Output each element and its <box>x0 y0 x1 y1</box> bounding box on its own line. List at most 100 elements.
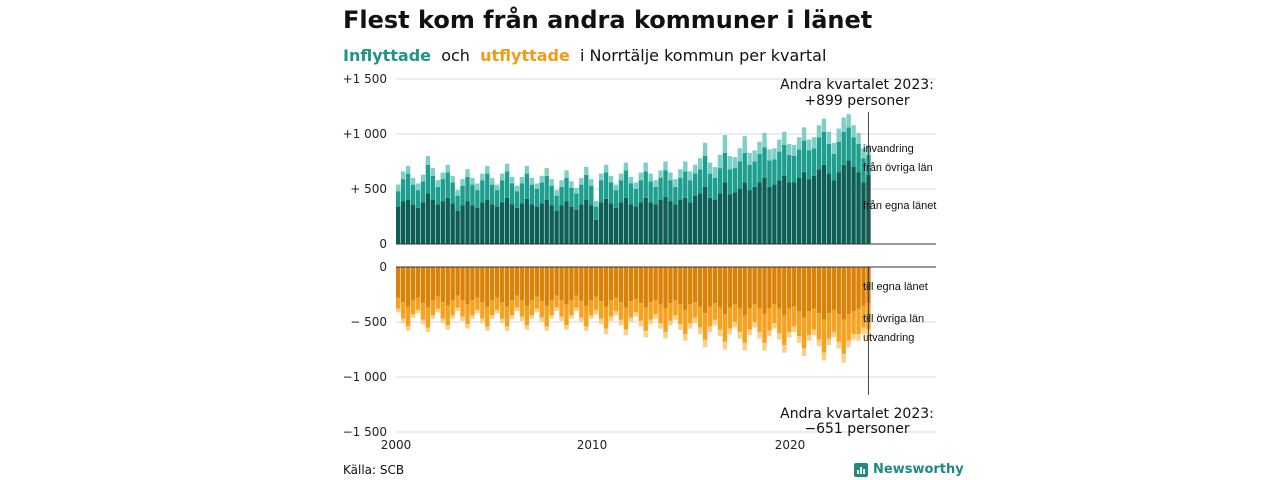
bar-in-invandring <box>608 175 614 183</box>
bar-in-invandring <box>673 179 678 187</box>
bar-out-egna <box>697 267 703 307</box>
bar-out-utvandring <box>579 317 584 322</box>
bar-in-ovriga <box>693 173 698 196</box>
bar-in-invandring <box>653 180 658 187</box>
bar-in-ovriga <box>400 179 406 202</box>
bar-out-egna <box>732 267 737 305</box>
bar-out-utvandring <box>504 326 510 331</box>
bar-out-ovriga <box>792 306 797 327</box>
bar-in-egna <box>574 209 579 244</box>
bar-in-egna <box>747 190 752 244</box>
bar-in-egna <box>400 201 406 244</box>
bar-in-ovriga <box>757 153 762 183</box>
bar-out-egna <box>796 267 802 311</box>
bar-out-ovriga <box>668 303 673 321</box>
bar-in-egna <box>440 201 445 244</box>
y-tick-label: +1 000 <box>343 127 387 141</box>
bar-in-ovriga <box>851 137 856 167</box>
bar-out-utvandring <box>613 311 619 316</box>
bar-in-ovriga <box>608 182 614 204</box>
bar-out-ovriga <box>633 298 638 313</box>
bar-in-invandring <box>777 139 782 152</box>
bar-in-invandring <box>589 179 594 186</box>
bar-in-invandring <box>697 158 703 170</box>
bar-out-utvandring <box>727 328 733 335</box>
bar-in-ovriga <box>499 180 505 203</box>
bar-in-ovriga <box>450 182 455 204</box>
bar-out-utvandring <box>856 334 861 341</box>
bar-out-utvandring <box>841 353 846 363</box>
bar-in-ovriga <box>663 170 668 197</box>
bar-out-egna <box>648 267 653 303</box>
bar-out-ovriga <box>504 306 510 327</box>
x-tick-label: 2000 <box>381 438 412 452</box>
bar-in-ovriga <box>638 180 643 203</box>
bar-out-egna <box>475 267 480 298</box>
bar-in-ovriga <box>727 169 733 195</box>
bar-out-utvandring <box>569 315 574 319</box>
bar-in-invandring <box>544 168 549 176</box>
bar-in-invandring <box>688 171 693 181</box>
bar-out-ovriga <box>757 308 762 332</box>
bar-in-invandring <box>499 173 505 181</box>
chart-title: Flest kom från andra kommuner i länet <box>343 6 873 34</box>
bar-out-utvandring <box>584 326 589 331</box>
bar-out-ovriga <box>717 307 723 330</box>
bar-out-ovriga <box>415 297 421 310</box>
bar-out-ovriga <box>495 297 500 310</box>
bar-in-ovriga <box>841 131 846 165</box>
source-note: Källa: SCB <box>343 463 405 477</box>
bar-in-invandring <box>435 180 440 187</box>
bar-in-ovriga <box>594 206 599 220</box>
bar-out-utvandring <box>742 342 747 351</box>
bar-out-utvandring <box>514 307 520 311</box>
bar-in-invandring <box>846 114 851 128</box>
bar-in-egna <box>777 180 782 244</box>
bar-out-egna <box>811 267 817 309</box>
bar-out-ovriga <box>485 306 490 327</box>
bar-in-ovriga <box>465 176 470 202</box>
bar-out-ovriga <box>400 302 406 319</box>
bar-out-utvandring <box>737 331 742 339</box>
bar-in-egna <box>628 204 634 244</box>
bar-out-utvandring <box>643 330 648 338</box>
bar-in-egna <box>524 198 530 244</box>
series-label-utvandring: utvandring <box>863 332 914 344</box>
bar-in-invandring <box>787 143 792 155</box>
bar-out-egna <box>400 267 406 303</box>
bar-in-egna <box>653 204 658 244</box>
bar-in-ovriga <box>455 195 460 211</box>
bar-in-egna <box>846 160 851 244</box>
bar-out-egna <box>618 267 624 303</box>
bar-out-egna <box>683 267 688 310</box>
bar-in-invandring <box>539 175 544 183</box>
bar-in-egna <box>787 182 792 244</box>
bar-in-ovriga <box>495 190 500 207</box>
bar-out-ovriga <box>846 314 851 341</box>
bar-in-egna <box>445 197 450 244</box>
bar-in-invandring <box>598 173 604 181</box>
bar-out-utvandring <box>603 328 609 335</box>
bar-out-egna <box>544 267 549 306</box>
bar-in-ovriga <box>747 164 752 191</box>
bar-out-ovriga <box>693 302 698 318</box>
bar-out-ovriga <box>618 302 624 320</box>
bar-in-egna <box>415 207 421 244</box>
bar-out-utvandring <box>475 309 480 314</box>
bar-out-egna <box>514 267 520 296</box>
bar-in-egna <box>569 206 574 244</box>
series-label-till-ovriga-lan: till övriga län <box>863 313 924 325</box>
bar-in-egna <box>668 201 673 244</box>
bar-in-egna <box>737 189 742 244</box>
annotation-out-title: Andra kvartalet 2023: <box>780 406 934 422</box>
bar-out-utvandring <box>673 315 678 320</box>
bar-out-utvandring <box>697 327 703 335</box>
bar-in-ovriga <box>826 143 832 174</box>
bar-out-egna <box>504 267 510 307</box>
bar-in-invandring <box>638 172 643 181</box>
bar-out-utvandring <box>762 342 767 351</box>
bar-in-ovriga <box>410 184 416 205</box>
bar-in-egna <box>480 202 485 244</box>
bar-in-egna <box>495 206 500 244</box>
